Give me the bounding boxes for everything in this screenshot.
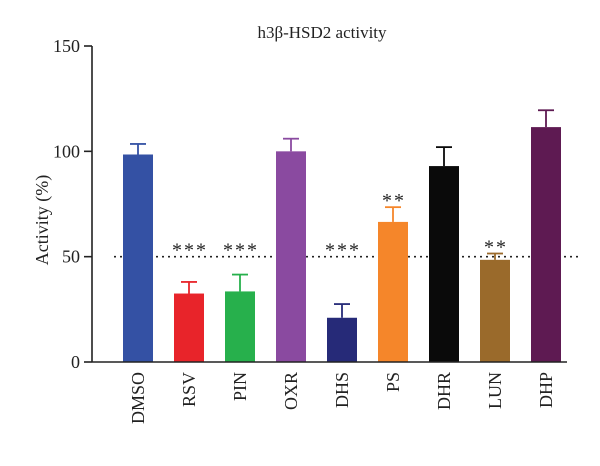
significance-rsv: *** <box>172 240 208 262</box>
x-tick-label-dmso: DMSO <box>128 372 148 424</box>
bar-oxr <box>276 151 306 362</box>
y-tick-label: 50 <box>62 247 80 267</box>
x-tick-label-dhs: DHS <box>332 372 352 408</box>
chart-title: h3β-HSD2 activity <box>257 23 387 42</box>
significance-pin: *** <box>223 240 259 262</box>
x-tick-label-ps: PS <box>383 372 403 392</box>
plot-area: 0 50 100 150 DMSO *** RSV *** PIN OXR *** DHS ** PS DH… <box>53 36 581 424</box>
significance-lun: ** <box>484 237 508 259</box>
significance-dhs: *** <box>325 240 361 262</box>
y-tick-label: 100 <box>53 141 80 161</box>
bar-dhr <box>429 166 459 362</box>
bar-lun <box>480 259 510 362</box>
bar-dmso <box>123 154 153 362</box>
x-tick-label-dhr: DHR <box>434 372 454 410</box>
bar-ps <box>378 221 408 362</box>
bar-dhs <box>327 317 357 362</box>
x-tick-label-lun: LUN <box>485 372 505 409</box>
bar-rsv <box>174 293 204 362</box>
x-tick-label-rsv: RSV <box>179 372 199 407</box>
x-tick-label-dhp: DHP <box>536 372 556 408</box>
significance-ps: ** <box>382 190 406 212</box>
y-axis-label: Activity (%) <box>32 175 53 265</box>
y-tick-label: 150 <box>53 36 80 56</box>
y-tick-label: 0 <box>71 352 80 372</box>
x-tick-label-pin: PIN <box>230 372 250 401</box>
x-tick-label-oxr: OXR <box>281 372 301 410</box>
bar-pin <box>225 291 255 362</box>
bar-dhp <box>531 127 561 363</box>
